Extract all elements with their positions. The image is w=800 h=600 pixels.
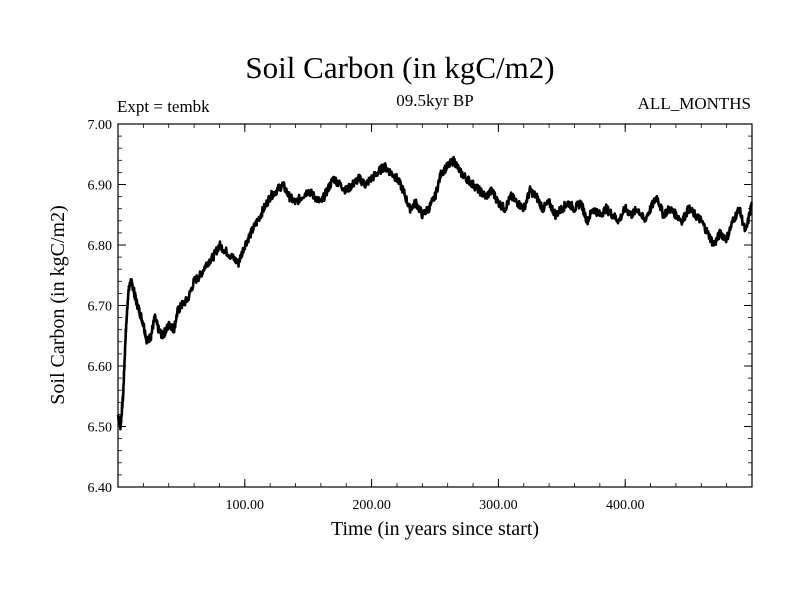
x-tick-label: 100.00: [226, 498, 265, 513]
plot-area: [116, 123, 753, 488]
x-axis-title: Time (in years since start): [331, 518, 539, 540]
x-tick-label: 400.00: [606, 498, 645, 513]
y-tick-label: 6.40: [88, 481, 113, 496]
chart-subtitle: 09.5kyr BP: [396, 91, 474, 110]
y-axis: 6.40 6.50 6.60 6.70 6.80 6.90 7.00: [88, 118, 752, 496]
y-tick-label: 6.70: [88, 300, 113, 315]
chart-title: Soil Carbon (in kgC/m2): [245, 50, 555, 85]
x-axis: 100.00 200.00 300.00 400.00: [142, 124, 728, 513]
y-tick-label: 6.80: [88, 239, 113, 254]
y-tick-label: 6.90: [88, 179, 113, 194]
experiment-label: Expt = tembk: [117, 97, 210, 116]
plot-frame: [117, 123, 753, 488]
x-tick-label: 300.00: [479, 498, 518, 513]
y-tick-label: 6.50: [88, 421, 113, 436]
y-axis-title: Soil Carbon (in kgC/m2): [47, 205, 69, 404]
y-tick-label: 6.60: [88, 360, 113, 375]
series-line: [116, 155, 753, 431]
y-tick-label: 7.00: [88, 118, 113, 133]
x-tick-label: 200.00: [352, 498, 391, 513]
months-label: ALL_MONTHS: [637, 94, 751, 113]
